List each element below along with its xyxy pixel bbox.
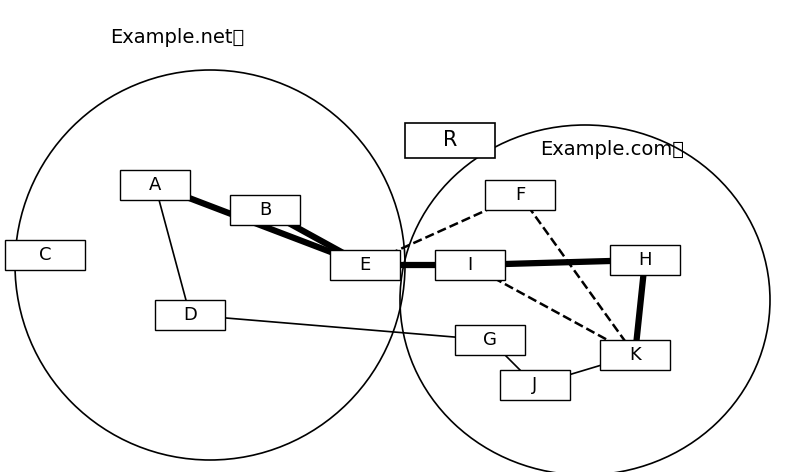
- Text: G: G: [483, 331, 497, 349]
- FancyBboxPatch shape: [405, 123, 495, 158]
- Text: I: I: [467, 256, 473, 274]
- FancyBboxPatch shape: [120, 170, 190, 200]
- Text: K: K: [629, 346, 641, 364]
- FancyBboxPatch shape: [500, 370, 570, 400]
- FancyBboxPatch shape: [600, 340, 670, 370]
- Text: D: D: [183, 306, 197, 324]
- FancyBboxPatch shape: [610, 245, 680, 275]
- Text: Example.com域: Example.com域: [540, 140, 684, 159]
- FancyBboxPatch shape: [155, 300, 225, 330]
- Text: B: B: [259, 201, 271, 219]
- Text: E: E: [359, 256, 370, 274]
- FancyBboxPatch shape: [435, 250, 505, 280]
- FancyBboxPatch shape: [485, 180, 555, 210]
- FancyBboxPatch shape: [330, 250, 400, 280]
- Text: C: C: [38, 246, 51, 264]
- FancyBboxPatch shape: [455, 325, 525, 355]
- FancyBboxPatch shape: [5, 240, 85, 270]
- Text: H: H: [638, 251, 652, 269]
- Text: Example.net域: Example.net域: [110, 28, 244, 47]
- Text: A: A: [149, 176, 161, 194]
- Text: R: R: [443, 130, 457, 150]
- Text: F: F: [515, 186, 525, 204]
- FancyBboxPatch shape: [230, 195, 300, 225]
- Text: J: J: [532, 376, 538, 394]
